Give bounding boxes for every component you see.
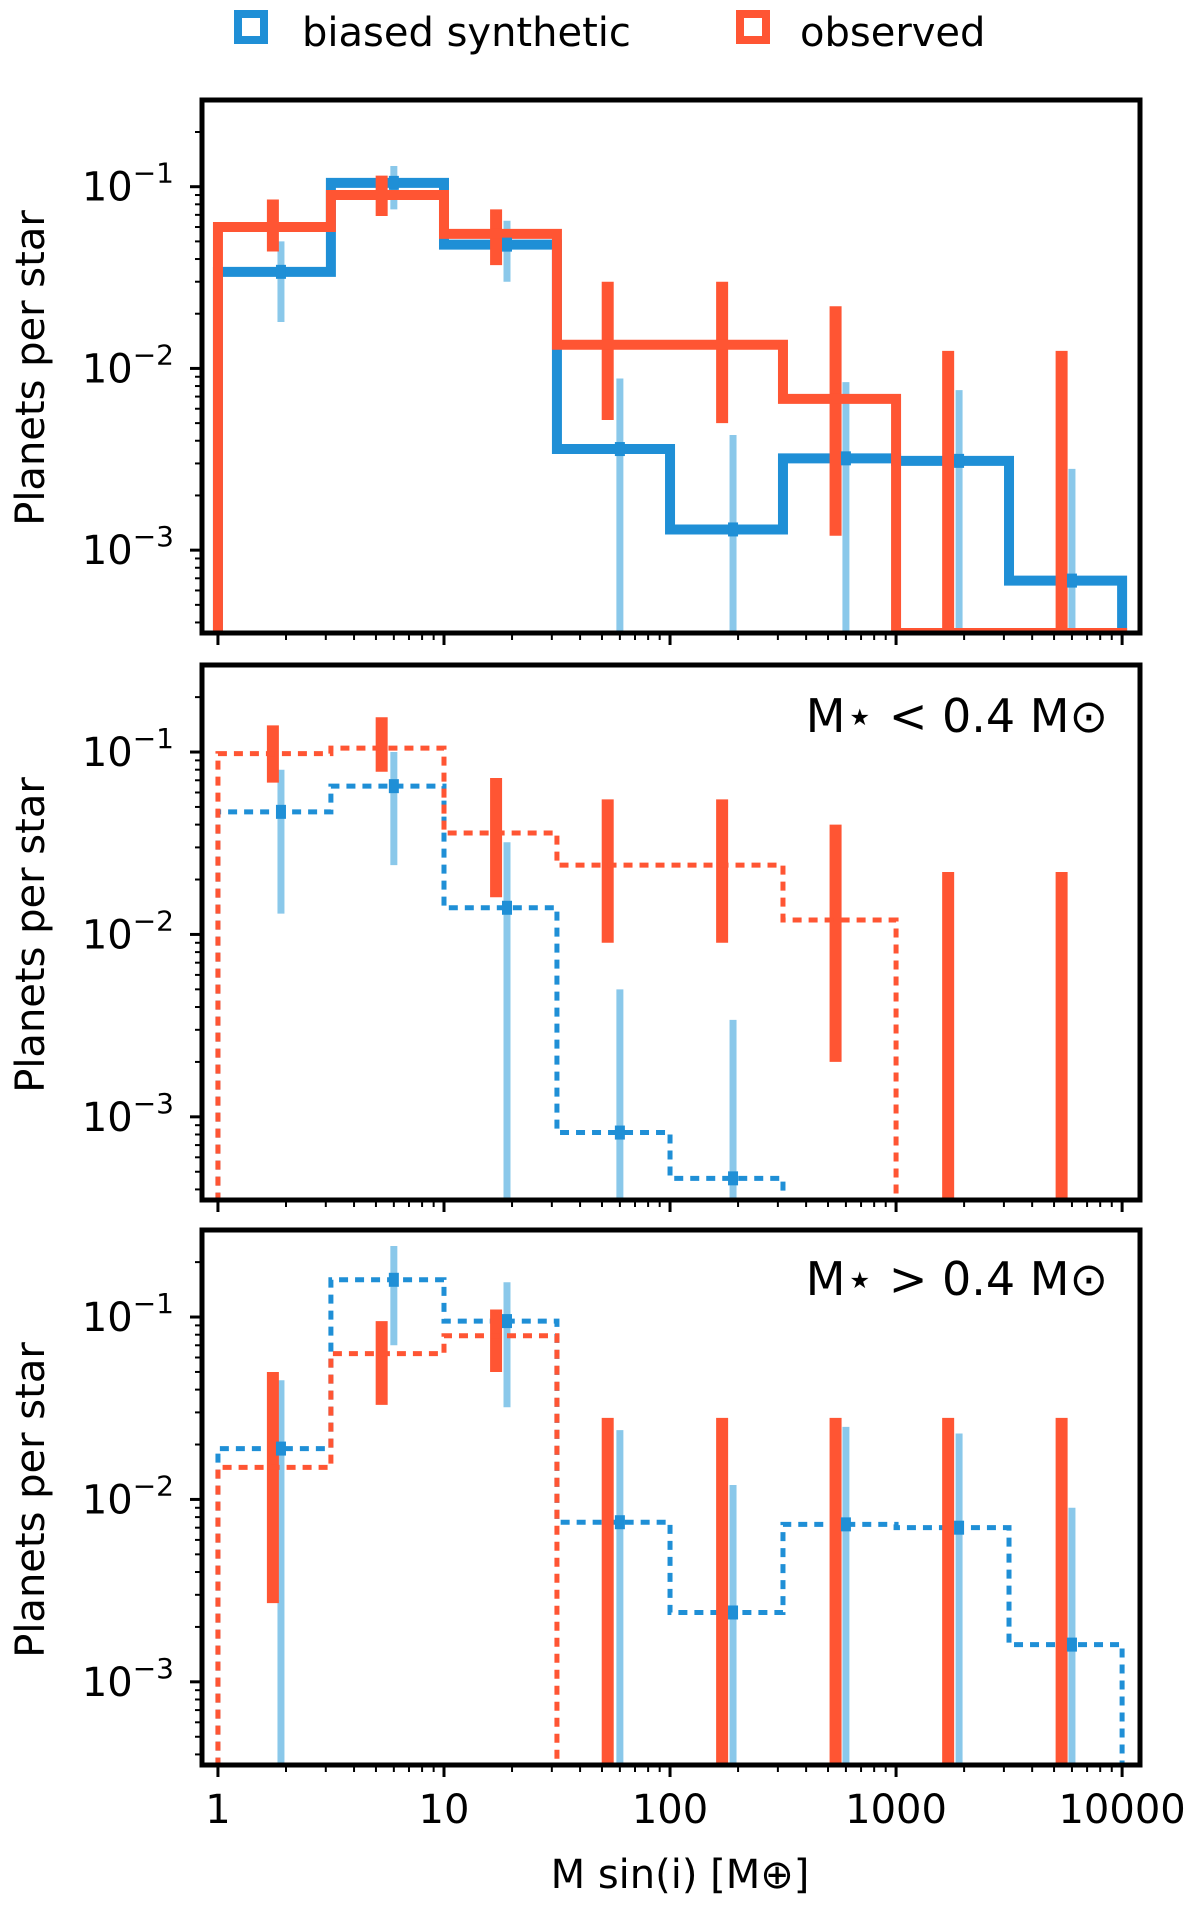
synthetic-marker	[728, 522, 739, 537]
panel-low-mass-stars: 10−1 10−2 10−3	[82, 662, 1143, 1212]
panel-all-stars: 10−1 10−2 10−3	[82, 97, 1143, 645]
synthetic-histogram	[212, 177, 1128, 633]
synthetic-marker	[614, 1125, 625, 1140]
axes-frame	[199, 662, 1143, 1203]
y-axis-label-all: Planets per star	[8, 210, 54, 526]
y-tick-label: 10−3	[82, 1087, 174, 1141]
synthetic-marker	[388, 779, 399, 794]
synthetic-marker	[1066, 573, 1077, 588]
y-axis-label-low-mass: Planets per star	[8, 777, 54, 1093]
x-tick-label: 1000	[845, 1787, 947, 1833]
observed-histogram	[215, 745, 899, 1200]
x-tick-label: 1	[205, 1787, 230, 1833]
synthetic-marker	[954, 1520, 965, 1535]
y-tick-label: 10−3	[82, 520, 174, 574]
x-tick-label: 10	[419, 1787, 470, 1833]
panel-high-mass-stars: 10−1 10−2 10−3 1 10 100 1000 10000	[82, 1227, 1186, 1833]
y-tick-label: 10−1	[82, 1287, 174, 1341]
synthetic-marker	[501, 237, 512, 252]
synthetic-marker	[728, 1171, 739, 1186]
legend-swatch-synthetic	[234, 10, 268, 44]
annotation-low-mass: M⋆ < 0.4 M⊙	[806, 689, 1108, 743]
observed-histogram	[215, 1333, 560, 1765]
synthetic-marker	[275, 804, 286, 819]
plot-area	[215, 1246, 1125, 1765]
y-tick-label: 10−2	[82, 338, 174, 392]
x-tick-label: 100	[632, 1787, 708, 1833]
observed-histogram	[212, 190, 1128, 633]
synthetic-marker	[728, 1605, 739, 1620]
synthetic-marker	[614, 1515, 625, 1530]
x-tick-label: 10000	[1058, 1787, 1185, 1833]
axes-frame	[199, 1227, 1143, 1768]
synthetic-marker	[501, 1314, 512, 1329]
synthetic-marker	[840, 1517, 851, 1532]
y-tick-label: 10−1	[82, 157, 174, 211]
synthetic-marker	[275, 264, 286, 279]
synthetic-marker	[614, 442, 625, 457]
synthetic-marker	[954, 453, 965, 468]
plot-area	[215, 717, 1068, 1200]
synthetic-histogram	[215, 783, 786, 1200]
synthetic-marker	[388, 1272, 399, 1287]
synthetic-marker	[275, 1441, 286, 1456]
y-tick-label: 10−2	[82, 904, 174, 958]
y-tick-label: 10−2	[82, 1469, 174, 1523]
y-tick-label: 10−3	[82, 1652, 174, 1706]
synthetic-marker	[501, 900, 512, 915]
legend-swatch-observed	[736, 10, 770, 44]
synthetic-marker	[1066, 1637, 1077, 1652]
legend: biased synthetic observed	[234, 10, 985, 56]
annotation-high-mass: M⋆ > 0.4 M⊙	[806, 1252, 1108, 1306]
y-tick-label: 10−1	[82, 722, 174, 776]
legend-label-observed: observed	[800, 10, 985, 56]
legend-label-synthetic: biased synthetic	[302, 10, 631, 56]
x-axis-label: M sin(i) [M⊕]	[551, 1852, 810, 1898]
plot-area	[212, 165, 1128, 633]
y-axis-label-high-mass: Planets per star	[8, 1342, 54, 1658]
synthetic-marker	[840, 451, 851, 466]
synthetic-marker	[388, 175, 399, 190]
